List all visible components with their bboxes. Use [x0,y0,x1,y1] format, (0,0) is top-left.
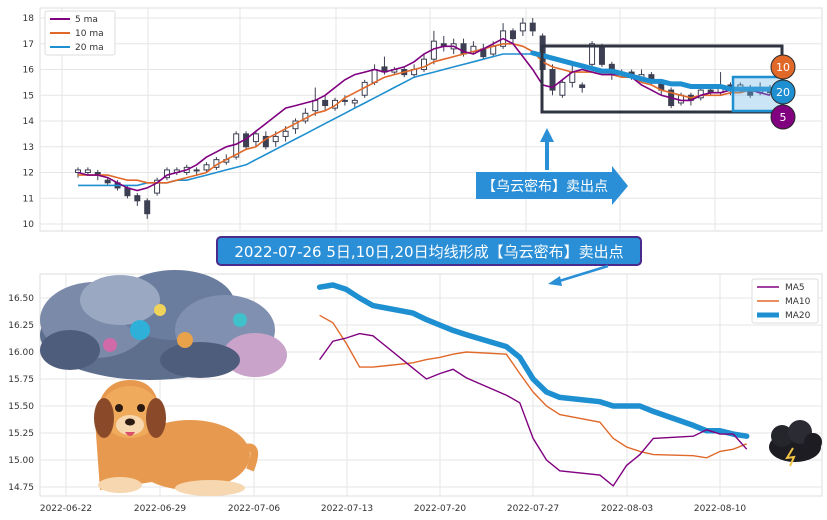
badge-ma10: 10 [770,54,796,80]
bottom-ytick-label: 15.00 [8,456,34,466]
candle [559,79,566,98]
ma20-highlight [530,50,773,92]
top-ytick-label: 13 [23,143,34,153]
candlestick-chart: 10 11 12 13 14 15 16 17 18 5 ma 10 ma 20 ma 【乌云密… [23,7,823,232]
bottom-xtick-label: 2022-07-13 [321,504,373,514]
candle [154,177,161,196]
candle [519,18,526,37]
bottom-ytick-label: 15.75 [8,375,34,385]
banner-text: 2022-07-26 5日,10日,20日均线形成【乌云密布】卖出点 [234,243,623,261]
candle [104,177,111,186]
up-arrow-head-icon [540,128,554,142]
candle [509,28,516,44]
legend-ma20: MA20 [785,311,811,321]
legend-ma10: MA10 [785,297,811,307]
storm-cloud-illustration [40,270,287,380]
candle [84,167,91,176]
top-legend: 5 ma 10 ma 20 ma [44,10,116,56]
svg-text:10: 10 [776,61,790,74]
badge-ma5: 5 [770,104,796,130]
legend-5ma: 5 ma [75,15,98,25]
sitting-dog-illustration [94,380,259,496]
bottom-xtick-label: 2022-08-10 [694,504,747,514]
ma10-series-line [319,314,747,459]
ma5-series-line [319,332,748,487]
bottom-xtick-label: 2022-06-22 [40,504,92,514]
bottom-xtick-label: 2022-07-27 [507,504,559,514]
top-ytick-label: 11 [23,194,34,204]
candle [193,167,200,176]
candle [529,18,536,37]
svg-text:5: 5 [780,111,787,124]
legend-ma5: MA5 [785,283,805,293]
candle [252,131,259,147]
banner-arrow-head-icon [548,276,562,286]
bottom-plot-area [39,273,823,497]
candle [134,193,141,206]
ma10-line [78,43,770,184]
candle [549,64,556,96]
top-ytick-label: 18 [23,14,35,24]
top-ytick-label: 16 [23,66,35,76]
bottom-ytick-label: 16.25 [8,321,34,331]
bottom-xtick-label: 2022-07-06 [228,504,281,514]
candle [322,95,329,111]
arrow-label: 【乌云密布】卖出点 [482,178,608,195]
arrow-label-shape [476,166,628,205]
banner-arrow-icon [555,264,609,284]
bottom-ytick-label: 16.50 [8,294,34,304]
top-ytick-label: 17 [23,40,34,50]
svg-text:20: 20 [776,86,790,99]
top-ytick-label: 10 [23,220,35,230]
bottom-ytick-label: 15.25 [8,429,34,439]
bottom-xtick-label: 2022-08-03 [601,504,653,514]
candle [351,97,358,109]
candle [144,198,151,219]
banner: 2022-07-26 5日,10日,20日均线形成【乌云密布】卖出点 [216,236,642,266]
dark-cloud-icon [769,420,822,467]
legend-10ma: 10 ma [75,29,104,39]
top-ytick-label: 14 [23,117,35,127]
bottom-legend: MA5 MA10 MA20 [751,278,819,324]
candle [421,54,427,73]
bottom-xtick-label: 2022-06-29 [134,504,187,514]
badge-ma20: 20 [770,79,796,105]
candle [579,82,586,93]
bottom-ytick-label: 15.50 [8,402,34,412]
bottom-ytick-label: 14.75 [8,483,34,493]
bottom-ytick-label: 16.00 [8,348,34,358]
legend-20ma: 20 ma [75,43,104,53]
top-ytick-label: 15 [23,91,34,101]
bottom-xtick-label: 2022-07-20 [414,504,467,514]
top-ytick-label: 12 [23,169,34,179]
ma5-line [77,37,771,192]
candle [203,162,210,173]
ma20-series-line [316,282,750,439]
